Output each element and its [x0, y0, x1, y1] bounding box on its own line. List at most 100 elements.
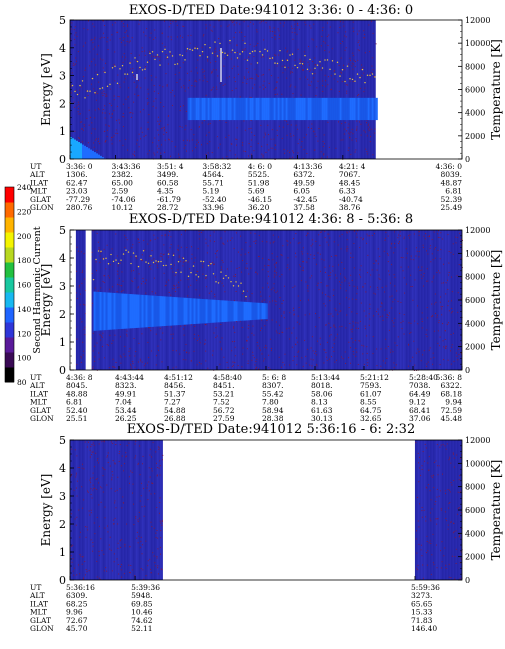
orbit-row-label: ALT — [29, 170, 45, 179]
colorbar-tick-label: 200 — [17, 232, 32, 241]
y2-tick-label: 12000 — [465, 16, 490, 25]
orbit-value: 38.76 — [339, 203, 361, 212]
orbit-value: 2382. — [111, 170, 132, 179]
orbit-value: 36.20 — [248, 203, 270, 212]
orbit-row-label: GLON — [30, 624, 54, 633]
y2-tick-label: 2000 — [465, 132, 485, 141]
orbit-row-label: GLON — [30, 203, 54, 212]
colorbar: 80 100 120 140 160 180 200 220 240 Second Harmoni… — [4, 183, 43, 387]
orbit-value: 4: 6: 0 — [248, 162, 272, 171]
orbit-value: 7593. — [360, 381, 381, 390]
orbit-value: 280.76 — [66, 203, 92, 212]
orbit-value: 3:58:32 — [202, 162, 231, 171]
orbit-value: 10.46 — [131, 608, 153, 617]
panel-title: EXOS-D/TED Date:941012 3:36: 0 - 4:36: 0 — [129, 3, 413, 18]
orbit-value: 9.96 — [66, 608, 83, 617]
orbit-value: 5:59:36 — [411, 583, 440, 592]
orbit-value: 48.87 — [441, 178, 463, 187]
y2-tick-label: 10000 — [465, 249, 490, 258]
orbit-value: 4:21: 4 — [339, 162, 366, 171]
y-tick-label: 1 — [59, 125, 66, 138]
orbit-value: 25.49 — [441, 203, 463, 212]
orbit-value: 61.07 — [360, 389, 382, 398]
orbit-value: 7.27 — [164, 398, 181, 407]
orbit-value: 33.96 — [202, 203, 224, 212]
y2-tick-label: 0 — [465, 155, 470, 164]
orbit-value: 37.58 — [293, 203, 315, 212]
orbit-row-label: ILAT — [30, 178, 48, 187]
orbit-value: 4564. — [202, 170, 223, 179]
y2-tick-label: 6000 — [465, 296, 485, 305]
orbit-value: 3273. — [411, 591, 432, 600]
orbit-row-label: GLON — [30, 414, 54, 423]
orbit-value: 45.70 — [66, 624, 88, 633]
orbit-value: 68.41 — [409, 406, 430, 415]
orbit-row-label: GLAT — [30, 195, 51, 204]
colorbar-tick-label: 120 — [17, 329, 32, 338]
orbit-value: -42.45 — [293, 195, 317, 204]
orbit-value: -52.40 — [202, 195, 226, 204]
y-tick-label: 0 — [59, 364, 66, 377]
orbit-value: 7067. — [339, 170, 360, 179]
y-tick-label: 5 — [59, 224, 66, 237]
y2-tick-label: 8000 — [465, 62, 485, 71]
orbit-value: 5:36:16 — [66, 583, 95, 592]
panel-2: EXOS-D/TED Date:941012 4:36: 8 - 5:36: 8… — [29, 212, 503, 423]
orbit-value: 55.71 — [202, 178, 223, 187]
y-axis-label: Energy [eV] — [39, 53, 53, 126]
orbit-row-label: MLT — [30, 187, 47, 196]
y2-tick-label: 12000 — [465, 436, 490, 445]
data-gap — [85, 230, 92, 370]
orbit-value: 3:43:36 — [111, 162, 140, 171]
panel-1: EXOS-D/TED Date:941012 3:36: 0 - 4:36: 0… — [29, 3, 503, 212]
orbit-row-label: ALT — [29, 381, 45, 390]
orbit-value: 4:58:40 — [213, 373, 242, 382]
orbit-value: -77.29 — [66, 195, 90, 204]
orbit-value: 3:51: 4 — [157, 162, 184, 171]
orbit-value: 4:13:36 — [293, 162, 322, 171]
orbit-value: 5:21:12 — [360, 373, 389, 382]
orbit-row-label: ILAT — [30, 599, 48, 608]
orbit-value: 5525. — [248, 170, 269, 179]
orbit-value: 69.85 — [131, 599, 153, 608]
orbit-value: 8039. — [441, 170, 462, 179]
orbit-value: 72.67 — [66, 616, 88, 625]
orbit-value: 62.47 — [66, 178, 88, 187]
orbit-value: 5: 6: 8 — [262, 373, 286, 382]
orbit-row-label: ALT — [29, 591, 45, 600]
orbit-value: 8323. — [115, 381, 136, 390]
orbit-value: 64.49 — [409, 389, 431, 398]
orbit-value: 6.81 — [66, 398, 83, 407]
orbit-value: 7.80 — [262, 398, 279, 407]
y-tick-label: 2 — [59, 308, 66, 321]
orbit-value: 48.45 — [339, 178, 361, 187]
orbit-value: 6.81 — [445, 187, 462, 196]
colorbar-tick-label: 240 — [17, 183, 32, 192]
orbit-value: 4:51:12 — [164, 373, 193, 382]
y-tick-label: 3 — [59, 490, 66, 503]
orbit-value: 61.63 — [311, 406, 333, 415]
orbit-value: 8018. — [311, 381, 332, 390]
orbit-value: 5.19 — [202, 187, 219, 196]
orbit-value: 26.88 — [164, 414, 186, 423]
orbit-value: 4:43:44 — [115, 373, 144, 382]
colorbar-tick-label: 140 — [17, 305, 32, 314]
orbit-value: 10.12 — [111, 203, 133, 212]
orbit-value: 52.40 — [66, 406, 88, 415]
orbit-value: 4.35 — [157, 187, 174, 196]
orbit-value: 49.59 — [293, 178, 315, 187]
orbit-value: 60.58 — [157, 178, 179, 187]
orbit-value: 8.13 — [311, 398, 328, 407]
colorbar-tick-label: 160 — [17, 281, 32, 290]
y2-axis-label: Temperature [K] — [489, 39, 503, 140]
y2-tick-label: 8000 — [465, 273, 485, 282]
data-gap — [70, 230, 76, 370]
y2-tick-label: 6000 — [465, 506, 485, 515]
orbit-value: 56.72 — [213, 406, 235, 415]
y2-axis-label: Temperature [K] — [489, 250, 503, 351]
orbit-row-label: ILAT — [30, 389, 48, 398]
y-axis-label: Energy [eV] — [39, 264, 53, 337]
y-tick-label: 5 — [59, 14, 66, 27]
orbit-value: 7.04 — [115, 398, 132, 407]
y-tick-label: 4 — [59, 42, 66, 55]
